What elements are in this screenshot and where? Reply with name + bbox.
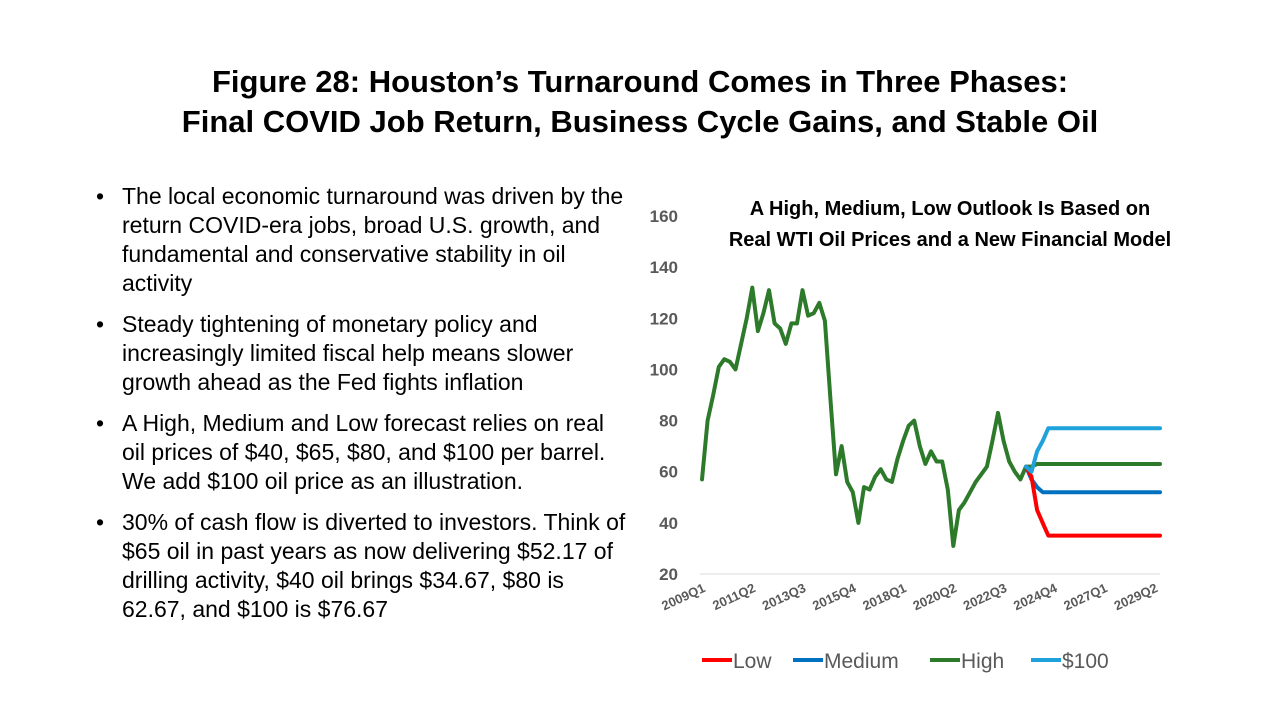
legend-label: Low	[733, 650, 772, 673]
y-tick-label: 40	[659, 514, 678, 533]
x-tick-label: 2024Q4	[1011, 580, 1060, 613]
slide-title-line-1: Figure 28: Houston’s Turnaround Comes in…	[211, 64, 1069, 99]
x-tick-label: 2018Q1	[860, 580, 908, 613]
series-line-100	[1024, 426, 1162, 474]
y-tick-label: 60	[659, 463, 678, 482]
chart-title-line-2: Real WTI Oil Prices and a New Financial …	[729, 229, 1171, 251]
y-tick-label: 140	[650, 258, 678, 277]
x-tick-label: 2022Q3	[961, 580, 1009, 613]
bullet-item: 30% of cash flow is diverted to investor…	[96, 508, 626, 624]
x-tick-label: 2009Q1	[659, 580, 707, 613]
chart-title-line-1: A High, Medium, Low Outlook Is Based on	[750, 198, 1150, 220]
legend-label: Medium	[824, 650, 899, 673]
bullet-list: The local economic turnaround was driven…	[96, 182, 626, 636]
y-tick-label: 100	[650, 360, 678, 379]
x-tick-label: 2029Q2	[1112, 580, 1160, 613]
legend-label: High	[961, 650, 1004, 673]
x-tick-label: 2020Q2	[911, 580, 959, 613]
x-tick-label: 2011Q2	[710, 580, 758, 613]
legend-label: $100	[1062, 650, 1109, 673]
slide-title: Figure 28: Houston’s Turnaround Comes in…	[0, 62, 1280, 142]
oil-price-chart: A High, Medium, Low Outlook Is Based on …	[650, 198, 1172, 673]
y-axis-ticks: 20 40 60 80 100 120 140 160	[650, 207, 678, 584]
y-tick-label: 20	[659, 565, 678, 584]
x-axis-ticks: 2009Q1 2011Q2 2013Q3 2015Q4 2018Q1 2020Q2 2022…	[659, 580, 1160, 613]
y-tick-label: 120	[650, 309, 678, 328]
bullet-item: Steady tightening of monetary policy and…	[96, 310, 626, 397]
x-tick-label: 2015Q4	[810, 580, 859, 613]
series-lines	[700, 285, 1162, 548]
x-tick-label: 2013Q3	[760, 580, 808, 613]
y-tick-label: 160	[650, 207, 678, 226]
x-tick-label: 2027Q1	[1061, 580, 1109, 613]
series-line-low	[1024, 464, 1162, 538]
slide-title-line-2: Final COVID Job Return, Business Cycle G…	[181, 104, 1099, 139]
bullet-item: The local economic turnaround was driven…	[96, 182, 626, 298]
bullet-item: A High, Medium and Low forecast relies o…	[96, 409, 626, 496]
series-line-medium	[1024, 464, 1162, 495]
chart-legend: Low Medium High $100	[702, 650, 1109, 673]
series-line-high	[700, 285, 1162, 548]
y-tick-label: 80	[659, 412, 678, 431]
